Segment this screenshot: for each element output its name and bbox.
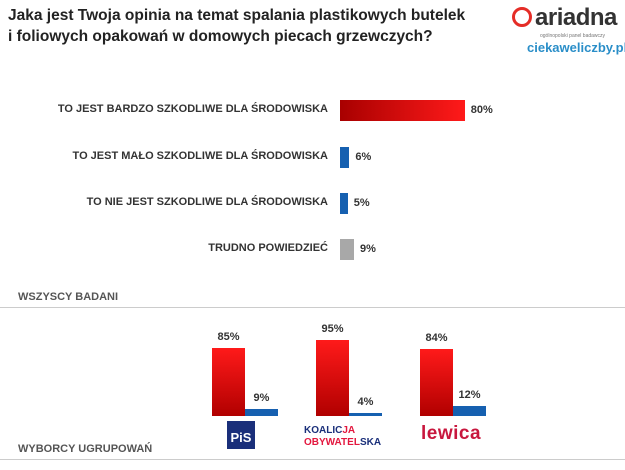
- category-label: TRUDNO POWIEDZIEĆ: [208, 242, 328, 254]
- title-line-2: i foliowych opakowań w domowych piecach …: [8, 28, 433, 45]
- brand-name: ariadna: [535, 4, 617, 31]
- section-party-voters: WYBORCY UGRUPOWAŃ: [18, 443, 153, 455]
- site-link[interactable]: ciekaweliczby.pl: [527, 40, 625, 55]
- bar: [340, 100, 465, 121]
- ko-logo-text: KOALIC: [304, 425, 343, 436]
- data-label: 9%: [253, 391, 270, 404]
- data-label: 4%: [357, 395, 374, 408]
- lewica-logo: lewica: [421, 423, 482, 444]
- bar: [340, 147, 350, 168]
- data-label: 5%: [353, 197, 370, 209]
- ko-logo: KOALICJA OBYWATELSKA: [304, 425, 381, 449]
- divider: [0, 307, 625, 308]
- ko-logo-text: JA: [342, 425, 356, 436]
- bar: [340, 193, 348, 214]
- data-label: 80%: [470, 104, 493, 116]
- data-label: 9%: [360, 243, 376, 255]
- brand-subtitle: ogólnopolski panel badawczy: [540, 33, 606, 39]
- bar: [420, 348, 453, 416]
- chart-title: Jaka jest Twoja opinia na temat spalania…: [8, 5, 478, 47]
- data-label: 85%: [217, 331, 240, 343]
- ko-logo-text: SKA: [359, 437, 382, 448]
- data-label: 12%: [458, 389, 481, 402]
- bar: [340, 239, 355, 260]
- data-label: 6%: [355, 151, 372, 163]
- pis-logo: PiS: [227, 421, 255, 449]
- bar: [316, 340, 349, 416]
- title-line-1: Jaka jest Twoja opinia na temat spalania…: [8, 7, 466, 24]
- logo-ring-icon: [512, 7, 532, 27]
- category-label: TO JEST BARDZO SZKODLIWE DLA ŚRODOWISKA: [57, 103, 328, 115]
- category-label: TO NIE JEST SZKODLIWE DLA ŚRODOWISKA: [86, 196, 328, 208]
- ariadna-logo: ariadna: [512, 4, 617, 32]
- bar: [453, 406, 486, 416]
- bar: [212, 348, 245, 416]
- data-label: 84%: [425, 331, 448, 344]
- section-all-respondents: WSZYSCY BADANI: [18, 291, 119, 303]
- data-label: 95%: [321, 323, 344, 335]
- category-label: TO JEST MAŁO SZKODLIWE DLA ŚRODOWISKA: [72, 150, 328, 162]
- bar: [349, 412, 382, 416]
- bar: [245, 408, 278, 416]
- divider: [0, 459, 625, 460]
- ko-logo-text: OBYWATEL: [304, 437, 360, 448]
